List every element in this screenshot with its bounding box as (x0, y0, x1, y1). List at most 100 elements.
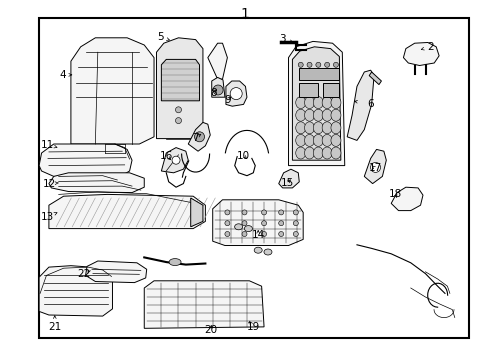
Ellipse shape (313, 109, 323, 121)
Ellipse shape (295, 134, 305, 147)
Ellipse shape (324, 62, 329, 67)
Ellipse shape (330, 147, 340, 159)
Text: 2: 2 (426, 42, 433, 52)
Polygon shape (188, 122, 210, 151)
Ellipse shape (304, 96, 314, 109)
Circle shape (213, 85, 223, 95)
Text: 16: 16 (159, 150, 173, 161)
Ellipse shape (169, 258, 181, 266)
Circle shape (293, 210, 298, 215)
Text: 4: 4 (59, 70, 66, 80)
Circle shape (224, 221, 229, 226)
Polygon shape (346, 70, 373, 140)
Text: 6: 6 (366, 99, 373, 109)
Circle shape (242, 210, 246, 215)
Polygon shape (212, 200, 303, 246)
Circle shape (242, 231, 246, 237)
Ellipse shape (322, 134, 331, 147)
Circle shape (194, 132, 204, 142)
Text: 12: 12 (43, 179, 57, 189)
Circle shape (278, 221, 283, 226)
Text: 14: 14 (251, 230, 264, 240)
Text: 9: 9 (224, 95, 230, 105)
Circle shape (172, 156, 180, 164)
Polygon shape (278, 169, 299, 188)
Polygon shape (49, 194, 205, 229)
Circle shape (278, 231, 283, 237)
Polygon shape (39, 266, 112, 316)
Circle shape (175, 118, 181, 123)
Text: 17: 17 (368, 163, 382, 174)
Polygon shape (156, 38, 203, 139)
Ellipse shape (330, 109, 340, 121)
Polygon shape (299, 68, 338, 80)
Ellipse shape (264, 249, 271, 255)
Ellipse shape (295, 122, 305, 134)
Text: 1: 1 (240, 7, 248, 21)
Ellipse shape (333, 62, 338, 67)
Ellipse shape (295, 96, 305, 109)
Text: 15: 15 (280, 178, 294, 188)
Polygon shape (39, 144, 132, 178)
Polygon shape (71, 38, 154, 144)
Ellipse shape (315, 62, 320, 67)
Circle shape (175, 107, 181, 113)
Text: 18: 18 (387, 189, 401, 199)
Ellipse shape (322, 109, 331, 121)
Ellipse shape (304, 109, 314, 121)
Polygon shape (299, 83, 317, 97)
Ellipse shape (306, 62, 311, 67)
Ellipse shape (322, 122, 331, 134)
Polygon shape (161, 59, 199, 101)
Circle shape (293, 221, 298, 226)
Ellipse shape (298, 62, 303, 67)
Text: 10: 10 (237, 150, 249, 161)
Text: 5: 5 (157, 32, 163, 42)
Polygon shape (144, 281, 264, 328)
Ellipse shape (322, 147, 331, 159)
Circle shape (242, 221, 246, 226)
Polygon shape (403, 42, 438, 66)
Polygon shape (190, 198, 203, 227)
Polygon shape (390, 187, 422, 211)
Circle shape (224, 231, 229, 237)
Polygon shape (292, 47, 340, 160)
Circle shape (224, 210, 229, 215)
Ellipse shape (330, 134, 340, 147)
Ellipse shape (254, 247, 262, 253)
Circle shape (261, 210, 266, 215)
Polygon shape (211, 77, 224, 97)
Circle shape (261, 221, 266, 226)
Text: 3: 3 (278, 33, 285, 44)
Text: 11: 11 (41, 140, 55, 150)
Bar (39, 18, 468, 338)
Ellipse shape (322, 96, 331, 109)
Text: 19: 19 (246, 322, 260, 332)
Text: 7: 7 (192, 132, 199, 143)
Circle shape (370, 162, 380, 172)
Ellipse shape (313, 122, 323, 134)
Polygon shape (364, 149, 386, 184)
Ellipse shape (330, 122, 340, 134)
Text: 8: 8 (210, 88, 217, 98)
Circle shape (293, 231, 298, 237)
Text: 13: 13 (41, 212, 55, 222)
Ellipse shape (330, 96, 340, 109)
Ellipse shape (244, 226, 252, 231)
Circle shape (261, 231, 266, 237)
Ellipse shape (313, 134, 323, 147)
Polygon shape (85, 261, 146, 283)
Polygon shape (368, 72, 381, 85)
Ellipse shape (313, 96, 323, 109)
Text: 22: 22 (77, 269, 91, 279)
Polygon shape (322, 83, 338, 97)
Polygon shape (288, 41, 344, 166)
Polygon shape (161, 148, 188, 173)
Text: 21: 21 (48, 322, 61, 332)
Ellipse shape (295, 147, 305, 159)
Ellipse shape (313, 147, 323, 159)
Circle shape (230, 87, 242, 100)
Ellipse shape (234, 224, 242, 230)
Polygon shape (225, 81, 246, 106)
Polygon shape (207, 43, 227, 79)
